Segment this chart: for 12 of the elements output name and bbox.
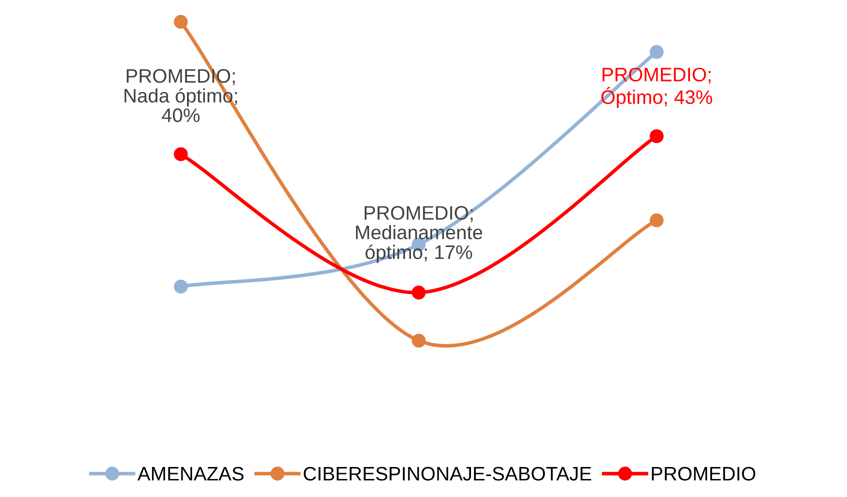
point [174,14,188,29]
point [174,280,188,294]
legend-label: AMENAZAS [138,466,244,481]
data-label: PROMEDIO; Óptimo; 43% [601,68,712,108]
point [650,213,664,228]
point [650,129,664,144]
point [174,147,188,162]
point [650,45,664,59]
point [412,286,426,300]
point [412,334,426,348]
legend-label: CIBERESPINONAJE-SABOTAJE [304,466,592,481]
legend-label: PROMEDIO [652,466,756,481]
